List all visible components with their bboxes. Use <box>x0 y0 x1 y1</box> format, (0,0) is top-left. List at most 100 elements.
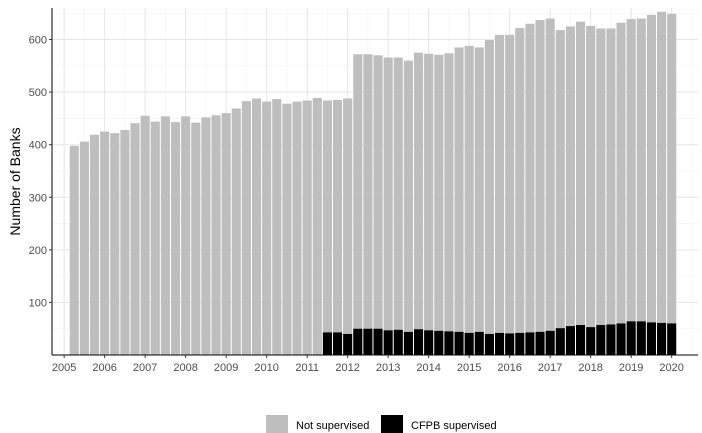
bar-cfpb-supervised <box>667 323 677 355</box>
bar-cfpb-supervised <box>535 331 545 355</box>
bar-not-supervised <box>403 60 413 332</box>
bar-cfpb-supervised <box>454 331 464 355</box>
bar-cfpb-supervised <box>383 330 393 355</box>
x-tick-label: 2007 <box>133 362 157 374</box>
bar-not-supervised <box>312 97 322 356</box>
bar-not-supervised <box>160 116 170 355</box>
bar-cfpb-supervised <box>494 332 505 355</box>
bar-not-supervised <box>636 18 646 322</box>
bar-not-supervised <box>100 131 110 355</box>
bar-not-supervised <box>586 25 596 328</box>
bar-cfpb-supervised <box>545 330 555 355</box>
legend-key-cfpb-supervised <box>381 415 403 433</box>
bar-not-supervised <box>383 57 393 331</box>
bar-cfpb-supervised <box>596 325 606 355</box>
bar-not-supervised <box>79 141 89 355</box>
bar-not-supervised <box>110 133 120 355</box>
x-tick-label: 2013 <box>376 362 400 374</box>
bar-cfpb-supervised <box>606 324 616 355</box>
y-tick-label: 600 <box>29 35 47 47</box>
bar-cfpb-supervised <box>322 332 332 355</box>
x-tick-label: 2008 <box>173 362 197 374</box>
bar-not-supervised <box>464 45 474 333</box>
legend-label-not-supervised: Not supervised <box>296 420 369 432</box>
bar-not-supervised <box>282 103 292 355</box>
bar-cfpb-supervised <box>505 333 515 355</box>
y-ticks: 100 200 300 400 500 600 <box>29 35 52 309</box>
bar-not-supervised <box>241 101 251 356</box>
bar-not-supervised <box>140 115 150 355</box>
x-tick-label: 2005 <box>52 362 76 374</box>
y-tick-label: 100 <box>29 297 47 309</box>
bar-not-supervised <box>626 19 636 322</box>
bar-cfpb-supervised <box>413 329 424 355</box>
bar-cfpb-supervised <box>515 332 525 355</box>
x-tick-label: 2019 <box>619 362 643 374</box>
bar-not-supervised <box>606 28 616 325</box>
bar-not-supervised <box>322 100 332 333</box>
bar-cfpb-supervised <box>363 328 373 355</box>
x-tick-label: 2020 <box>659 362 683 374</box>
y-tick-label: 500 <box>29 87 47 99</box>
bar-not-supervised <box>656 11 667 323</box>
bar-not-supervised <box>353 54 363 329</box>
bar-cfpb-supervised <box>656 322 667 355</box>
bar-not-supervised <box>545 18 555 331</box>
bar-cfpb-supervised <box>636 321 646 355</box>
bar-cfpb-supervised <box>626 321 636 355</box>
bar-not-supervised <box>302 100 312 356</box>
bar-cfpb-supervised <box>464 332 474 355</box>
bar-cfpb-supervised <box>586 327 596 355</box>
bar-cfpb-supervised <box>646 322 656 355</box>
bars <box>69 11 677 356</box>
bar-cfpb-supervised <box>424 330 434 355</box>
bar-not-supervised <box>89 134 100 355</box>
bar-cfpb-supervised <box>484 333 494 355</box>
x-tick-label: 2016 <box>497 362 521 374</box>
x-tick-label: 2010 <box>254 362 278 374</box>
bar-not-supervised <box>69 145 79 355</box>
x-ticks: 2005 2006 2007 2008 2009 2010 2011 2012 2013 2014… <box>52 355 684 374</box>
bar-cfpb-supervised <box>343 333 353 355</box>
bar-not-supervised <box>150 121 160 356</box>
bar-not-supervised <box>201 117 211 355</box>
bar-not-supervised <box>120 129 130 355</box>
bar-not-supervised <box>646 14 656 323</box>
bar-not-supervised <box>575 21 586 326</box>
bar-not-supervised <box>393 57 403 330</box>
bar-not-supervised <box>667 13 677 324</box>
y-axis-title: Number of Banks <box>7 127 23 235</box>
bar-not-supervised <box>191 122 201 356</box>
bar-not-supervised <box>535 20 545 332</box>
legend-key-not-supervised <box>266 415 288 433</box>
bar-cfpb-supervised <box>444 331 454 355</box>
bar-not-supervised <box>170 122 181 356</box>
bar-not-supervised <box>181 116 191 355</box>
bar-cfpb-supervised <box>525 332 535 355</box>
bar-not-supervised <box>332 100 343 333</box>
bar-cfpb-supervised <box>353 328 363 355</box>
bar-not-supervised <box>565 26 575 327</box>
bar-not-supervised <box>555 30 565 329</box>
x-tick-label: 2018 <box>578 362 602 374</box>
bar-cfpb-supervised <box>332 332 343 355</box>
legend-label-cfpb-supervised: CFPB supervised <box>411 420 497 432</box>
bar-not-supervised <box>596 28 606 326</box>
bar-not-supervised <box>474 47 484 332</box>
bar-not-supervised <box>494 34 505 333</box>
bar-not-supervised <box>262 101 272 356</box>
bar-cfpb-supervised <box>434 330 444 355</box>
x-tick-label: 2015 <box>457 362 481 374</box>
bar-cfpb-supervised <box>555 328 565 355</box>
bar-not-supervised <box>251 98 262 356</box>
bar-not-supervised <box>434 54 444 331</box>
bar-not-supervised <box>292 101 302 356</box>
bar-cfpb-supervised <box>474 331 484 355</box>
bar-cfpb-supervised <box>565 326 575 355</box>
bar-not-supervised <box>231 108 241 355</box>
legend: Not supervised CFPB supervised <box>266 415 497 433</box>
bar-not-supervised <box>343 98 353 334</box>
bar-cfpb-supervised <box>616 323 626 355</box>
bar-not-supervised <box>211 115 221 355</box>
bar-not-supervised <box>272 98 282 356</box>
